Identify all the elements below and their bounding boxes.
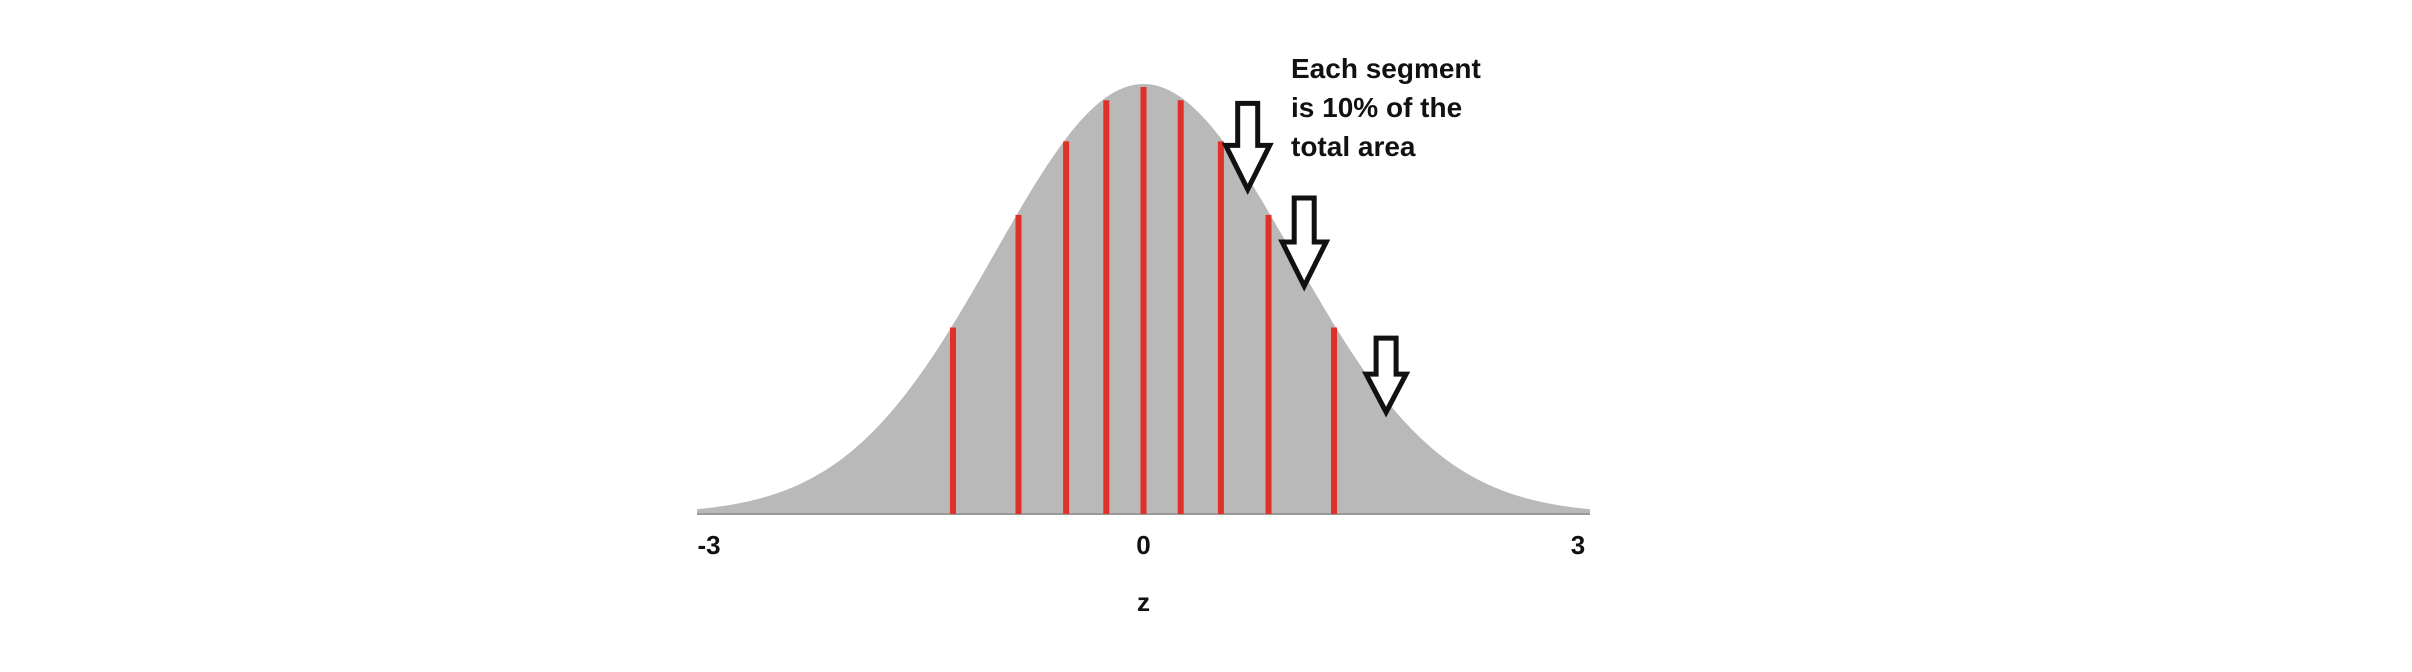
x-axis-label: z (1137, 587, 1150, 617)
down-arrow-icon (1221, 100, 1274, 195)
x-tick-label-0: 0 (1136, 530, 1150, 560)
down-arrow-icon (1361, 335, 1411, 418)
annotation-line-2: is 10% of the (1291, 92, 1462, 123)
annotation-arrows (1221, 100, 1411, 418)
x-tick-label-3: 3 (1571, 530, 1585, 560)
x-tick-label-minus-3: -3 (697, 530, 720, 560)
down-arrow-icon (1278, 195, 1331, 292)
annotation-line-3: total area (1291, 131, 1416, 162)
decile-dividers (949, 87, 1338, 514)
annotation-line-1: Each segment (1291, 53, 1481, 84)
